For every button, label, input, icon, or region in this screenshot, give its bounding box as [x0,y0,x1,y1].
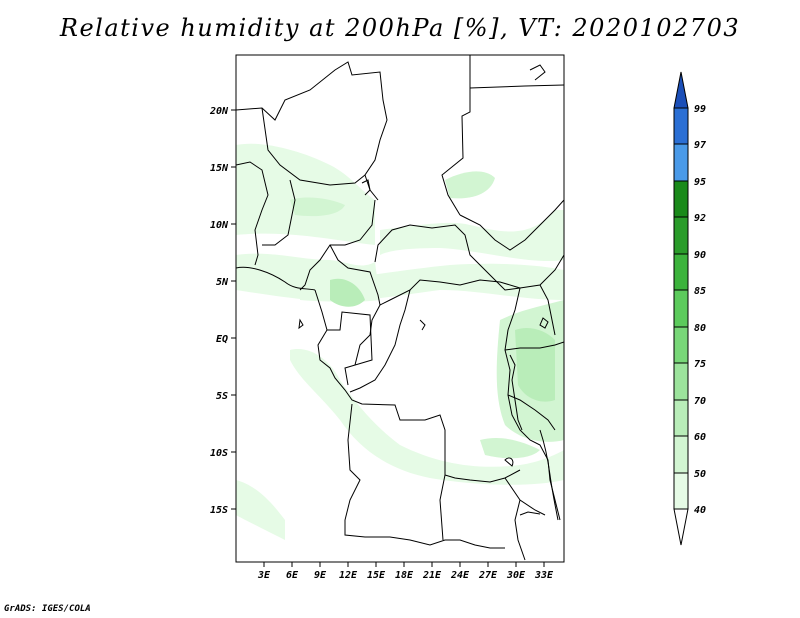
lon-tick-label: 18E [395,570,414,581]
lat-axis: 20N 15N 10N 5N EQ 5S 10S 15S [209,106,236,516]
colorbar-segment [673,253,689,291]
lat-tick-label: EQ [216,334,228,345]
map-frame [235,54,565,563]
lat-tick-label: 20N [209,106,229,117]
country-borders [236,55,564,561]
lon-axis: 3E 6E 9E 12E 15E 18E 21E 24E 27E 30E 33E [257,562,554,581]
colorbar-label: 60 [694,432,706,443]
lon-tick-label: 9E [314,570,327,581]
colorbar-label: 99 [694,104,706,115]
lat-tick-label: 15S [210,505,228,516]
footer-credit: GrADS: IGES/COLA [4,604,91,614]
colorbar-label: 92 [694,213,706,224]
lon-tick-label: 24E [450,570,470,581]
lon-tick-label: 33E [534,570,554,581]
colorbar-segment [673,362,689,401]
lat-tick-label: 10S [210,448,228,459]
lon-tick-label: 21E [422,570,442,581]
colorbar-label: 75 [694,359,706,370]
colorbar-segment [673,435,689,474]
lon-tick-label: 15E [367,570,386,581]
colorbar: 40 50 60 70 75 80 85 90 92 95 97 99 [673,71,706,546]
colorbar-label: 40 [694,505,706,516]
lon-tick-label: 12E [339,570,358,581]
colorbar-label: 95 [694,177,706,188]
lat-tick-label: 15N [210,163,229,174]
chart-title: Relative humidity at 200hPa [%], VT: 202… [59,14,741,42]
colorbar-label: 85 [694,286,706,297]
colorbar-segment [673,180,689,218]
colorbar-label: 50 [694,469,706,480]
colorbar-label: 90 [694,250,706,261]
lat-tick-label: 5S [216,391,228,402]
lon-tick-label: 30E [506,570,526,581]
lat-tick-label: 10N [210,220,229,231]
colorbar-segment [673,107,689,145]
lon-tick-label: 6E [286,570,299,581]
lon-tick-label: 3E [257,570,271,581]
colorbar-segment [673,399,689,437]
colorbar-label: 80 [694,323,706,334]
colorbar-segment [673,326,689,364]
colorbar-segment [673,143,689,182]
colorbar-segment [673,472,689,510]
colorbar-top-arrow [673,71,689,109]
colorbar-bottom-arrow [673,508,689,546]
colorbar-label: 70 [694,396,706,407]
lat-tick-label: 5N [216,277,229,288]
lon-tick-label: 27E [478,570,498,581]
colorbar-segment [673,289,689,328]
humidity-shading [236,143,564,540]
colorbar-label: 97 [694,140,706,151]
colorbar-segment [673,216,689,255]
